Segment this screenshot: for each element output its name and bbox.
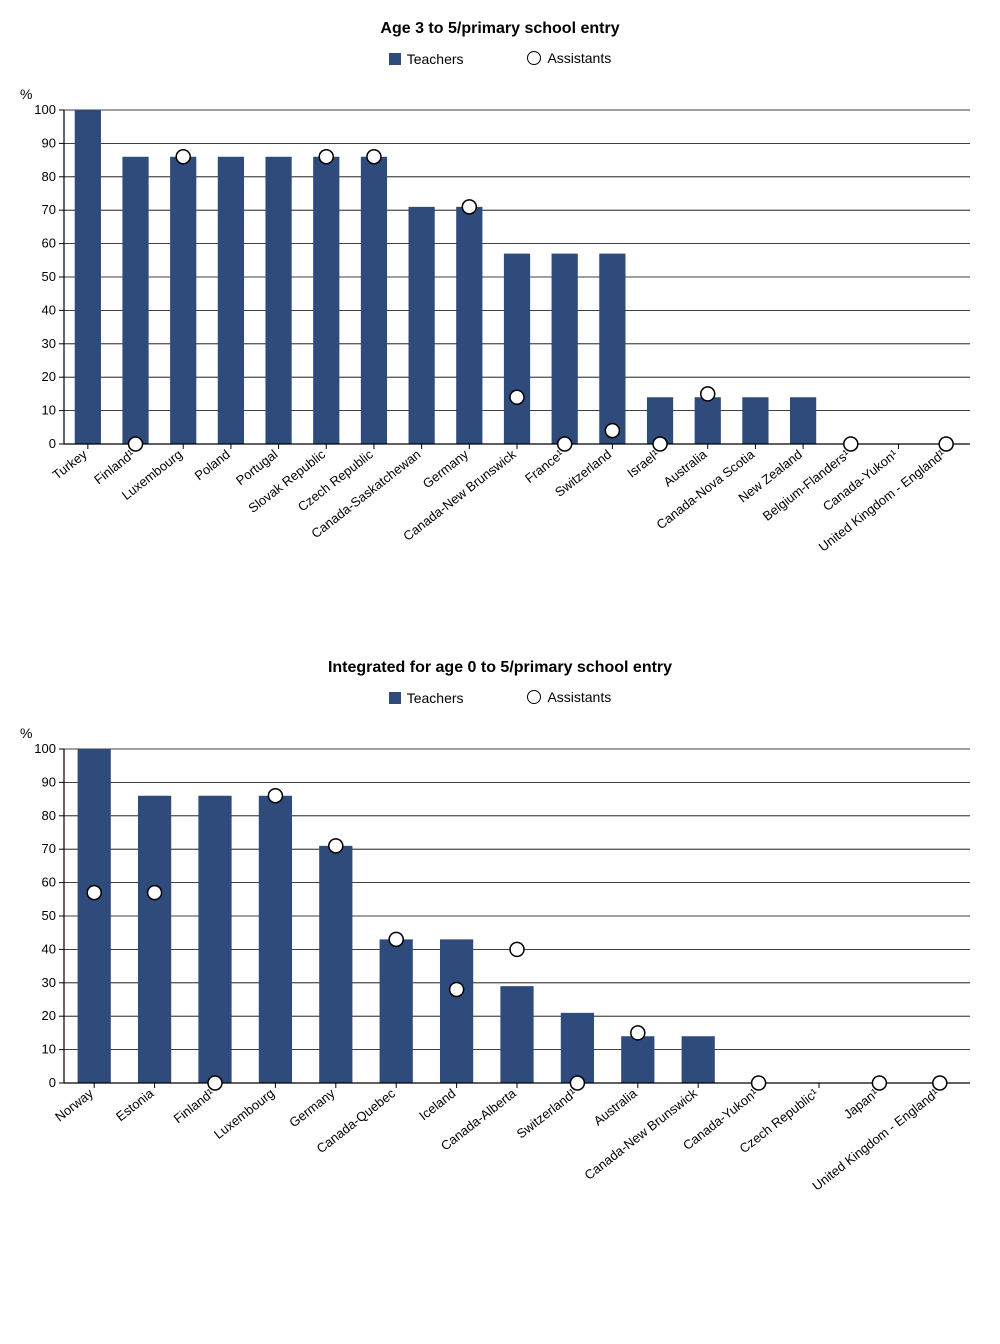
- bar-teachers: [122, 157, 148, 444]
- bar-teachers: [78, 749, 111, 1083]
- chart2-title: Integrated for age 0 to 5/primary school…: [20, 659, 980, 677]
- bar-teachers: [218, 157, 244, 444]
- marker-assistants: [872, 1076, 886, 1090]
- legend-teachers-label: Teachers: [407, 690, 464, 706]
- bar-teachers: [170, 157, 196, 444]
- bar-teachers: [561, 1013, 594, 1083]
- chart1-legend: Teachers Assistants: [20, 50, 980, 68]
- legend-bar-icon: [389, 692, 401, 704]
- marker-assistants: [653, 437, 667, 451]
- svg-text:40: 40: [42, 941, 56, 956]
- bar-teachers: [504, 254, 530, 444]
- legend-assistants: Assistants: [527, 689, 611, 705]
- svg-text:70: 70: [42, 202, 56, 217]
- bar-teachers: [621, 1036, 654, 1083]
- marker-assistants: [367, 150, 381, 164]
- chart2-y-label: %: [20, 725, 980, 741]
- chart-integrated-0-to-5: Integrated for age 0 to 5/primary school…: [20, 659, 980, 1258]
- marker-assistants: [208, 1076, 222, 1090]
- marker-assistants: [87, 886, 101, 900]
- svg-text:20: 20: [42, 369, 56, 384]
- svg-text:0: 0: [49, 1075, 56, 1090]
- marker-assistants: [510, 942, 524, 956]
- bar-teachers: [380, 939, 413, 1083]
- legend-assistants: Assistants: [527, 50, 611, 66]
- marker-assistants: [268, 789, 282, 803]
- marker-assistants: [450, 982, 464, 996]
- chart-age-3-to-5: Age 3 to 5/primary school entry Teachers…: [20, 20, 980, 619]
- svg-text:10: 10: [42, 1042, 56, 1057]
- bar-teachers: [552, 254, 578, 444]
- svg-text:20: 20: [42, 1008, 56, 1023]
- svg-text:100: 100: [34, 743, 56, 756]
- marker-assistants: [319, 150, 333, 164]
- marker-assistants: [933, 1076, 947, 1090]
- legend-teachers-label: Teachers: [407, 51, 464, 67]
- bar-teachers: [313, 157, 339, 444]
- marker-assistants: [701, 387, 715, 401]
- marker-assistants: [462, 200, 476, 214]
- marker-assistants: [558, 437, 572, 451]
- marker-assistants: [570, 1076, 584, 1090]
- bar-teachers: [682, 1036, 715, 1083]
- svg-text:80: 80: [42, 169, 56, 184]
- svg-text:30: 30: [42, 975, 56, 990]
- chart2-plot: 0102030405060708090100NorwayEstoniaFinla…: [20, 743, 980, 1253]
- bar-teachers: [319, 846, 352, 1083]
- marker-assistants: [752, 1076, 766, 1090]
- chart2-legend: Teachers Assistants: [20, 689, 980, 707]
- chart1-plot: 0102030405060708090100TurkeyFinland¹Luxe…: [20, 104, 980, 614]
- svg-text:40: 40: [42, 302, 56, 317]
- marker-assistants: [844, 437, 858, 451]
- svg-text:0: 0: [49, 436, 56, 451]
- legend-teachers: Teachers: [389, 51, 464, 67]
- bar-teachers: [138, 796, 171, 1083]
- svg-text:50: 50: [42, 269, 56, 284]
- bar-teachers: [259, 796, 292, 1083]
- bar-teachers: [198, 796, 231, 1083]
- bar-teachers: [695, 397, 721, 444]
- bar-teachers: [265, 157, 291, 444]
- svg-text:80: 80: [42, 808, 56, 823]
- svg-text:90: 90: [42, 135, 56, 150]
- bar-teachers: [361, 157, 387, 444]
- legend-circle-icon: [527, 690, 541, 704]
- marker-assistants: [129, 437, 143, 451]
- chart1-title: Age 3 to 5/primary school entry: [20, 20, 980, 38]
- marker-assistants: [176, 150, 190, 164]
- marker-assistants: [631, 1026, 645, 1040]
- legend-circle-icon: [527, 51, 541, 65]
- svg-text:30: 30: [42, 336, 56, 351]
- marker-assistants: [605, 424, 619, 438]
- bar-teachers: [456, 207, 482, 444]
- svg-text:90: 90: [42, 774, 56, 789]
- legend-bar-icon: [389, 53, 401, 65]
- bar-teachers: [742, 397, 768, 444]
- svg-text:50: 50: [42, 908, 56, 923]
- bar-teachers: [75, 110, 101, 444]
- bar-teachers: [440, 939, 473, 1083]
- legend-teachers: Teachers: [389, 690, 464, 706]
- svg-text:70: 70: [42, 841, 56, 856]
- bar-teachers: [500, 986, 533, 1083]
- bar-teachers: [599, 254, 625, 444]
- chart1-y-label: %: [20, 86, 980, 102]
- svg-text:100: 100: [34, 104, 56, 117]
- marker-assistants: [329, 839, 343, 853]
- svg-text:60: 60: [42, 875, 56, 890]
- svg-text:60: 60: [42, 236, 56, 251]
- marker-assistants: [939, 437, 953, 451]
- bar-teachers: [790, 397, 816, 444]
- bar-teachers: [409, 207, 435, 444]
- svg-text:10: 10: [42, 403, 56, 418]
- marker-assistants: [389, 932, 403, 946]
- legend-assistants-label: Assistants: [547, 50, 611, 66]
- marker-assistants: [510, 390, 524, 404]
- marker-assistants: [148, 886, 162, 900]
- legend-assistants-label: Assistants: [547, 689, 611, 705]
